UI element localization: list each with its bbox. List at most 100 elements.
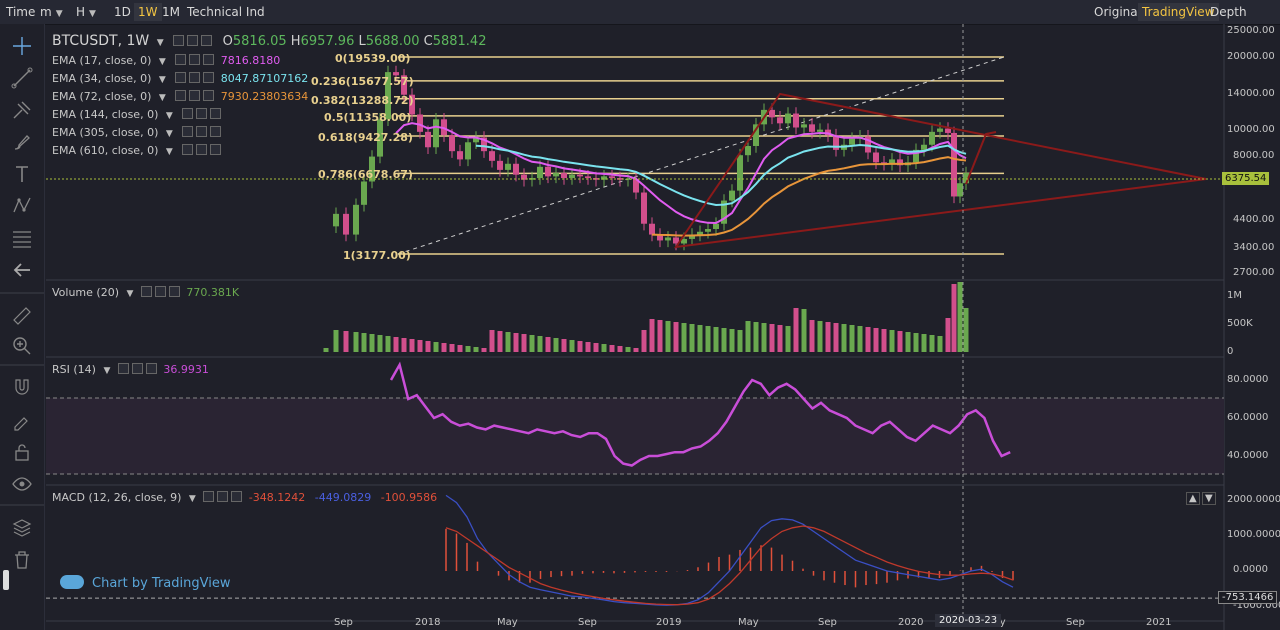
chevron-down-icon[interactable]: ▼ <box>158 93 166 103</box>
close-icon[interactable] <box>203 90 215 101</box>
depth-view-button[interactable]: Depth <box>1210 5 1247 19</box>
volume-bar <box>369 334 375 352</box>
tradingview-watermark[interactable]: Chart by TradingView <box>60 575 230 591</box>
settings-icon[interactable] <box>187 35 199 46</box>
ema-label[interactable]: EMA (610, close, 0) <box>52 144 159 157</box>
candle-body <box>393 72 399 76</box>
rsi-label[interactable]: RSI (14) <box>52 363 96 376</box>
eye-toggle-icon[interactable] <box>182 108 194 119</box>
eye-toggle-icon[interactable] <box>182 144 194 155</box>
ema-label[interactable]: EMA (305, close, 0) <box>52 126 159 139</box>
chevron-down-icon[interactable]: ▼ <box>158 75 166 85</box>
candle-body <box>809 124 815 132</box>
pitchfork-icon[interactable] <box>10 98 34 122</box>
volume-bar <box>465 346 471 352</box>
settings-icon[interactable] <box>189 90 201 101</box>
hours-dropdown[interactable]: H ▼ <box>72 3 100 21</box>
chevron-down-icon[interactable]: ▼ <box>126 289 134 299</box>
magnet-icon[interactable] <box>10 376 34 400</box>
settings-icon[interactable] <box>154 286 166 297</box>
volume-bar <box>945 318 951 352</box>
chevron-down-icon[interactable]: ▼ <box>165 111 173 121</box>
ema-label[interactable]: EMA (34, close, 0) <box>52 72 152 85</box>
settings-icon[interactable] <box>196 144 208 155</box>
ema-label[interactable]: EMA (144, close, 0) <box>52 108 159 121</box>
volume-bar <box>409 339 415 352</box>
chevron-down-icon[interactable]: ▼ <box>165 147 173 157</box>
volume-tick: 500K <box>1227 318 1253 329</box>
text-tool-icon[interactable] <box>10 162 34 186</box>
settings-icon[interactable] <box>189 54 201 65</box>
price-chart[interactable] <box>46 24 1280 630</box>
lock-icon[interactable] <box>10 440 34 464</box>
back-arrow-icon[interactable] <box>10 258 34 282</box>
close-icon[interactable] <box>231 491 243 502</box>
settings-icon[interactable] <box>196 108 208 119</box>
toolbar-collapse-handle[interactable] <box>0 568 9 592</box>
trend-line-icon[interactable] <box>10 66 34 90</box>
rsi-line <box>389 361 1011 467</box>
lock-drawing-icon[interactable] <box>10 408 34 432</box>
original-view-button[interactable]: Original <box>1094 5 1141 19</box>
volume-bar <box>633 348 639 352</box>
chevron-down-icon[interactable]: ▼ <box>165 129 173 139</box>
ruler-icon[interactable] <box>10 304 34 328</box>
technical-indicators-button[interactable]: Technical Ind <box>187 5 265 19</box>
tradingview-view-button[interactable]: TradingView <box>1138 3 1219 21</box>
volume-bar <box>665 321 671 352</box>
eye-toggle-icon[interactable] <box>117 363 129 374</box>
ema-legend-305: EMA (305, close, 0) ▼ <box>52 126 224 139</box>
time-menu[interactable]: Time <box>6 5 36 19</box>
eye-toggle-icon[interactable] <box>175 90 187 101</box>
close-icon[interactable] <box>145 363 157 374</box>
eye-toggle-icon[interactable] <box>140 286 152 297</box>
eye-toggle-icon[interactable] <box>173 35 185 46</box>
ema-label[interactable]: EMA (17, close, 0) <box>52 54 152 67</box>
macd-label[interactable]: MACD (12, 26, close, 9) <box>52 491 182 504</box>
pane-move-up-icon[interactable]: ▲ <box>1186 492 1200 505</box>
chevron-down-icon[interactable]: ▼ <box>103 366 111 376</box>
open-value: 5816.05 <box>232 34 287 49</box>
pane-move-down-icon[interactable]: ▼ <box>1202 492 1216 505</box>
close-icon[interactable] <box>203 72 215 83</box>
trash-icon[interactable] <box>10 548 34 572</box>
fib-retracement-icon[interactable] <box>10 226 34 250</box>
settings-icon[interactable] <box>189 72 201 83</box>
volume-label[interactable]: Volume (20) <box>52 286 119 299</box>
chevron-down-icon[interactable]: ▼ <box>158 57 166 67</box>
time-tick: Sep <box>818 617 837 628</box>
close-icon[interactable] <box>201 35 213 46</box>
brush-icon[interactable] <box>10 130 34 154</box>
volume-bar <box>681 323 687 352</box>
chevron-down-icon[interactable]: ▼ <box>188 494 196 504</box>
close-icon[interactable] <box>210 144 222 155</box>
interval-1d-button[interactable]: 1D <box>114 5 131 19</box>
interval-1w-button[interactable]: 1W <box>134 3 162 21</box>
volume-bar <box>913 333 919 352</box>
zoom-in-icon[interactable] <box>10 334 34 358</box>
volume-bar <box>697 325 703 352</box>
crosshair-icon[interactable] <box>10 34 34 58</box>
eye-icon[interactable] <box>10 472 34 496</box>
eye-toggle-icon[interactable] <box>175 54 187 65</box>
chevron-down-icon[interactable]: ▼ <box>156 38 164 48</box>
close-icon[interactable] <box>168 286 180 297</box>
settings-icon[interactable] <box>217 491 229 502</box>
minutes-dropdown[interactable]: m ▼ <box>36 3 67 21</box>
ema-label[interactable]: EMA (72, close, 0) <box>52 90 152 103</box>
eye-toggle-icon[interactable] <box>175 72 187 83</box>
close-icon[interactable] <box>210 108 222 119</box>
settings-icon[interactable] <box>196 126 208 137</box>
close-icon[interactable] <box>203 54 215 65</box>
close-icon[interactable] <box>210 126 222 137</box>
hours-label: H <box>76 5 86 19</box>
eye-toggle-icon[interactable] <box>203 491 215 502</box>
layers-icon[interactable] <box>10 516 34 540</box>
volume-bar <box>561 339 567 352</box>
symbol-name[interactable]: BTCUSDT, 1W <box>52 33 150 49</box>
eye-toggle-icon[interactable] <box>182 126 194 137</box>
interval-1m-button[interactable]: 1M <box>162 5 180 19</box>
pattern-icon[interactable] <box>10 194 34 218</box>
candle-body <box>753 124 759 147</box>
settings-icon[interactable] <box>131 363 143 374</box>
